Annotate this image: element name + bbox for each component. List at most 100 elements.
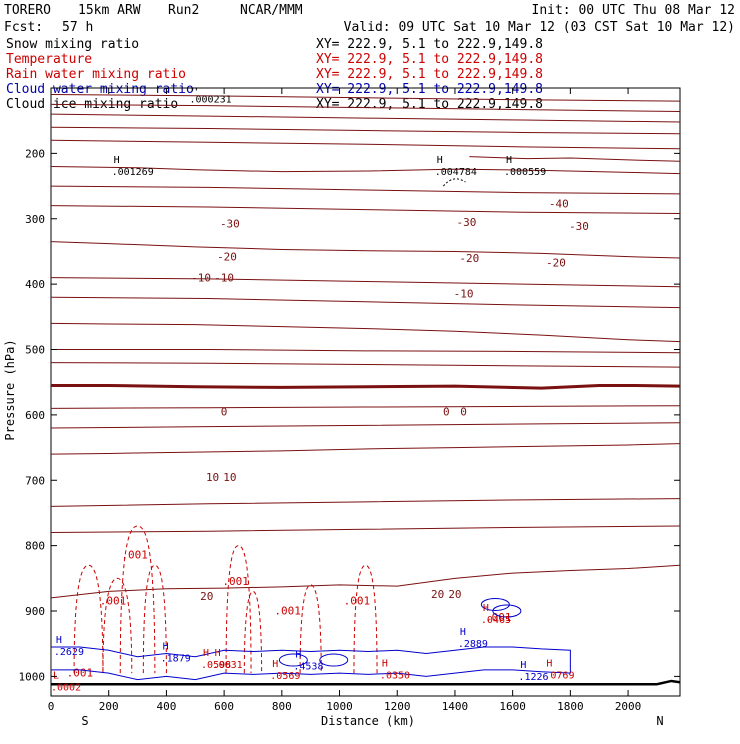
extremum-marker: L: [53, 670, 59, 681]
legend-item-name: Temperature: [6, 52, 92, 67]
x-tick-label: 600: [214, 700, 234, 713]
rain-contour: [119, 525, 156, 674]
isotherm-label: 20: [200, 590, 213, 603]
axes: 0 200 400 600 800 1000 1200 1400 1600 1800 2000200…: [19, 88, 680, 713]
isotherm: [51, 277, 680, 288]
extremum-value: .0631: [213, 660, 243, 671]
plot-frame: [50, 87, 681, 697]
isotherm-label: -30: [569, 220, 589, 233]
isotherm-20: [51, 564, 680, 599]
isotherm: [51, 94, 680, 102]
isotherm: [51, 498, 680, 507]
extremum-marker: H: [546, 659, 552, 670]
extremum-marker: H: [295, 649, 301, 660]
isotherm-label: -10: [191, 272, 211, 285]
extremum-marker: H: [520, 660, 526, 671]
extremum-marker: H: [483, 603, 489, 614]
y-tick-label: 400: [25, 278, 45, 291]
isotherm-0: [51, 383, 680, 390]
y-tick-label: 300: [25, 213, 45, 226]
extremum-marker: H: [215, 648, 221, 659]
x-tick-label: 1000: [326, 700, 353, 713]
extremum-marker: H: [203, 648, 209, 659]
rain-contour-label: .001: [222, 575, 249, 588]
extremum-marker: H: [382, 659, 388, 670]
org-name: NCAR/MMM: [240, 3, 303, 18]
x-tick-label: 2000: [615, 700, 642, 713]
isotherm--30: [51, 165, 680, 175]
extremum-value: .0002: [51, 682, 81, 693]
extremum-marker: H: [191, 83, 197, 94]
legend-item-name: Rain water mixing ratio: [6, 67, 186, 82]
rain-contour: [225, 545, 252, 674]
x-tick-label: 1400: [442, 700, 469, 713]
isotherm-label: -10: [454, 287, 474, 300]
isotherm-label: -20: [546, 257, 566, 270]
x-tick-label: 200: [99, 700, 119, 713]
x-axis-label: Distance (km): [321, 714, 415, 728]
extremum-marker: H: [506, 155, 512, 166]
extremum-value: .0350: [380, 671, 410, 682]
run-name: Run2: [168, 3, 199, 18]
cloud-water-cell: [492, 604, 522, 618]
terrain-line: [51, 679, 680, 686]
isotherm: [51, 525, 680, 534]
isotherm: [51, 139, 680, 150]
isotherm-label: -30: [220, 217, 240, 230]
x-tick-label: 0: [48, 700, 55, 713]
rain-contour: [353, 564, 378, 674]
x-tick-label: 400: [156, 700, 176, 713]
valid-time: Valid: 09 UTC Sat 10 Mar 12 (03 CST Sat …: [344, 20, 735, 35]
snow-contour: [443, 178, 466, 187]
extremum-value: .4538: [293, 661, 323, 672]
y-tick-label: 900: [25, 605, 45, 618]
y-tick-label: 800: [25, 540, 45, 553]
isotherm: [51, 405, 680, 409]
extremum-value: .2629: [54, 647, 84, 658]
rain-contour-label: .001: [274, 604, 301, 617]
rain-contour: [243, 590, 263, 674]
extremum-value: .0569: [270, 671, 300, 682]
north-label: N: [656, 714, 663, 728]
isotherm-label: 20: [431, 588, 444, 601]
isotherm--20: [51, 241, 680, 259]
rain-contour-label: .001: [67, 666, 94, 679]
y-tick-label: 600: [25, 409, 45, 422]
init-time: Init: 00 UTC Thu 08 Mar 12: [532, 3, 736, 18]
x-tick-label: 1800: [557, 700, 584, 713]
extremum-value: .001269: [112, 167, 154, 178]
isotherm-label: 0: [460, 406, 467, 419]
isotherm: [51, 296, 680, 309]
extremum-value: .000231: [189, 95, 231, 106]
extremum-marker: H: [437, 155, 443, 166]
x-tick-label: 1600: [499, 700, 526, 713]
grid-spacing: 15km ARW: [78, 3, 141, 18]
legend-item-name: Snow mixing ratio: [6, 37, 139, 52]
extremum-value: .1226: [518, 672, 548, 683]
model-name: TORERO: [4, 3, 51, 18]
legend-item-xy: XY= 222.9, 5.1 to 222.9,149.8: [316, 67, 543, 82]
rain-contour-label: .001: [344, 594, 371, 607]
isotherm--40: [469, 156, 680, 162]
isotherm-label: -20: [217, 251, 237, 264]
isotherm-label: 10: [223, 471, 236, 484]
extremum-value: .2889: [458, 639, 488, 650]
isotherm-label: 0: [221, 406, 228, 419]
forecast-label: Fcst:: [4, 20, 43, 35]
isotherm: [51, 126, 680, 135]
isotherm: [51, 349, 680, 354]
forecast-hours: 57 h: [62, 20, 93, 35]
isotherm-label: -10: [214, 272, 234, 285]
rain-contour-label: .001: [100, 594, 127, 607]
cloud-water-contour: [51, 646, 571, 681]
x-tick-label: 1200: [384, 700, 411, 713]
isotherm: [51, 205, 680, 215]
extremum-marker: H: [56, 635, 62, 646]
isotherm: [51, 103, 680, 113]
legend-item-xy: XY= 222.9, 5.1 to 222.9,149.8: [316, 82, 543, 97]
isotherm-label: 20: [448, 588, 461, 601]
y-tick-label: 1000: [19, 670, 46, 683]
